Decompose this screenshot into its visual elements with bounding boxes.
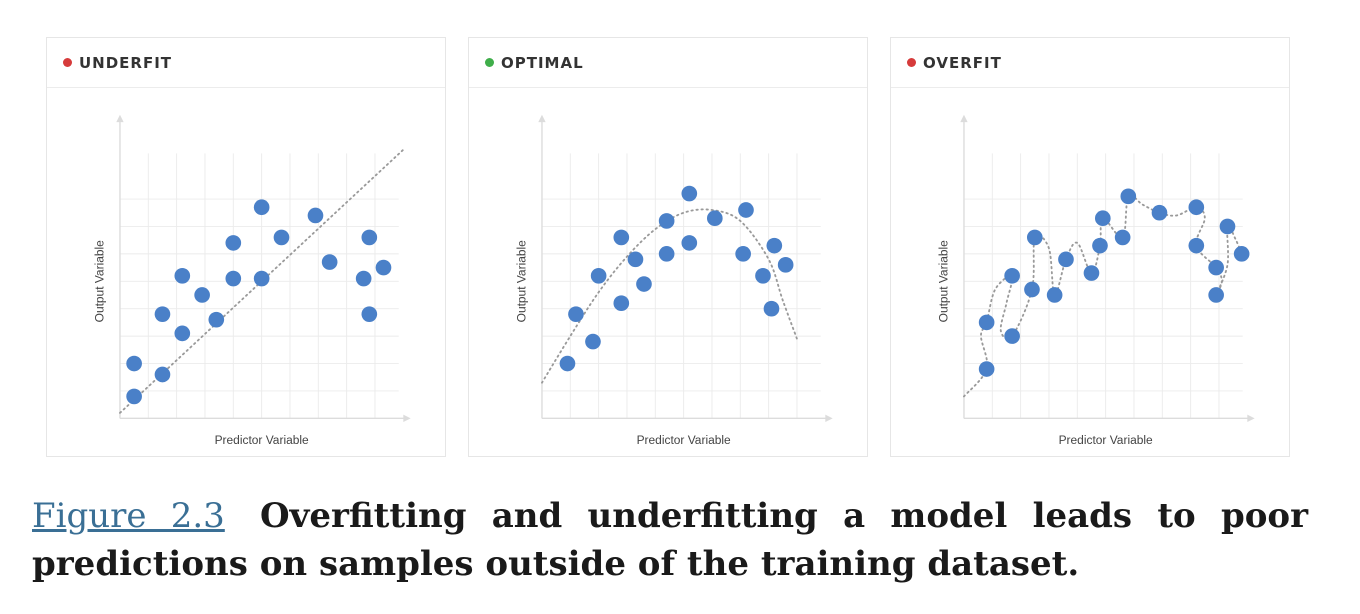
data-point	[1094, 210, 1111, 227]
optimal-panel: OPTIMAL Predictor Variable Output Variabl…	[468, 37, 868, 457]
data-point	[755, 267, 771, 284]
data-point	[658, 213, 675, 229]
panel-title: OPTIMAL	[501, 53, 584, 72]
x-axis-arrow-icon	[825, 414, 833, 423]
status-dot-icon	[63, 58, 72, 67]
data-point	[738, 202, 754, 218]
data-point	[273, 229, 290, 246]
data-point	[627, 251, 644, 268]
data-point	[1151, 204, 1168, 221]
panel-header: OVERFIT	[891, 38, 1289, 88]
data-point	[1120, 188, 1137, 205]
data-point	[1092, 237, 1108, 254]
data-point	[253, 270, 270, 287]
caption-text: Overfitting and underfitting a model lea…	[32, 496, 1308, 584]
data-point	[355, 270, 372, 287]
data-point	[1046, 287, 1063, 303]
data-point	[706, 210, 723, 227]
data-point	[194, 287, 210, 303]
data-point	[568, 306, 584, 322]
data-point	[1004, 328, 1020, 344]
data-point	[681, 185, 698, 202]
data-point	[1024, 281, 1040, 298]
y-axis-arrow-icon	[538, 114, 546, 123]
data-point	[681, 235, 698, 251]
data-point	[321, 254, 338, 270]
underfit-chart: Predictor Variable Output Variable	[92, 114, 411, 447]
data-point	[735, 246, 751, 262]
overfit-panel: OVERFIT Predictor Variable Output Variabl…	[890, 37, 1290, 457]
underfit-panel: UNDERFIT Predictor Variable Output Variab…	[46, 37, 446, 457]
data-point	[1208, 259, 1224, 276]
data-point	[253, 199, 270, 216]
data-point	[1188, 199, 1205, 216]
data-point	[763, 300, 780, 317]
data-point	[126, 388, 142, 405]
data-point	[1219, 218, 1236, 235]
data-point	[613, 295, 630, 312]
data-point	[1026, 229, 1043, 246]
data-point	[978, 361, 995, 377]
status-dot-icon	[485, 58, 494, 67]
data-point	[1058, 251, 1074, 268]
data-point	[559, 355, 576, 372]
data-point	[361, 229, 378, 246]
data-point	[174, 267, 191, 284]
data-point	[636, 276, 652, 292]
data-point	[658, 246, 675, 262]
data-point	[1233, 246, 1250, 262]
data-point	[766, 237, 783, 254]
data-point	[208, 311, 225, 328]
x-axis-label: Predictor Variable	[637, 433, 731, 447]
data-point	[126, 355, 142, 372]
status-dot-icon	[907, 58, 916, 67]
data-point	[1114, 229, 1131, 246]
data-point	[777, 257, 794, 273]
data-point	[1004, 267, 1020, 284]
data-point	[1208, 287, 1224, 303]
data-point	[225, 270, 242, 287]
data-point	[154, 306, 171, 322]
x-axis-arrow-icon	[403, 414, 411, 423]
data-point	[978, 314, 995, 331]
figure-caption: Figure 2.3 Overfitting and underfitting …	[32, 492, 1308, 588]
data-point	[225, 235, 242, 251]
x-axis-label: Predictor Variable	[1059, 433, 1153, 447]
panel-header: OPTIMAL	[469, 38, 867, 88]
optimal-chart: Predictor Variable Output Variable	[514, 114, 833, 447]
panel-title: UNDERFIT	[79, 53, 173, 72]
fit-line	[541, 208, 798, 384]
y-axis-label: Output Variable	[514, 240, 528, 323]
x-axis-arrow-icon	[1247, 414, 1255, 423]
data-point	[375, 259, 392, 276]
data-point	[1188, 237, 1205, 254]
overfit-chart: Predictor Variable Output Variable	[936, 114, 1255, 447]
data-point	[154, 366, 171, 383]
y-axis-arrow-icon	[116, 114, 124, 123]
data-point	[307, 207, 324, 224]
data-point	[613, 229, 630, 246]
panel-title: OVERFIT	[923, 53, 1002, 72]
panel-header: UNDERFIT	[47, 38, 445, 88]
y-axis-label: Output Variable	[936, 240, 950, 323]
figure-number-link[interactable]: Figure 2.3	[32, 496, 225, 536]
data-point	[1083, 265, 1100, 281]
y-axis-arrow-icon	[960, 114, 968, 123]
y-axis-label: Output Variable	[92, 240, 106, 323]
x-axis-label: Predictor Variable	[215, 433, 309, 447]
data-point	[174, 325, 191, 342]
data-point	[590, 267, 607, 284]
data-point	[585, 333, 601, 350]
data-point	[361, 306, 378, 322]
